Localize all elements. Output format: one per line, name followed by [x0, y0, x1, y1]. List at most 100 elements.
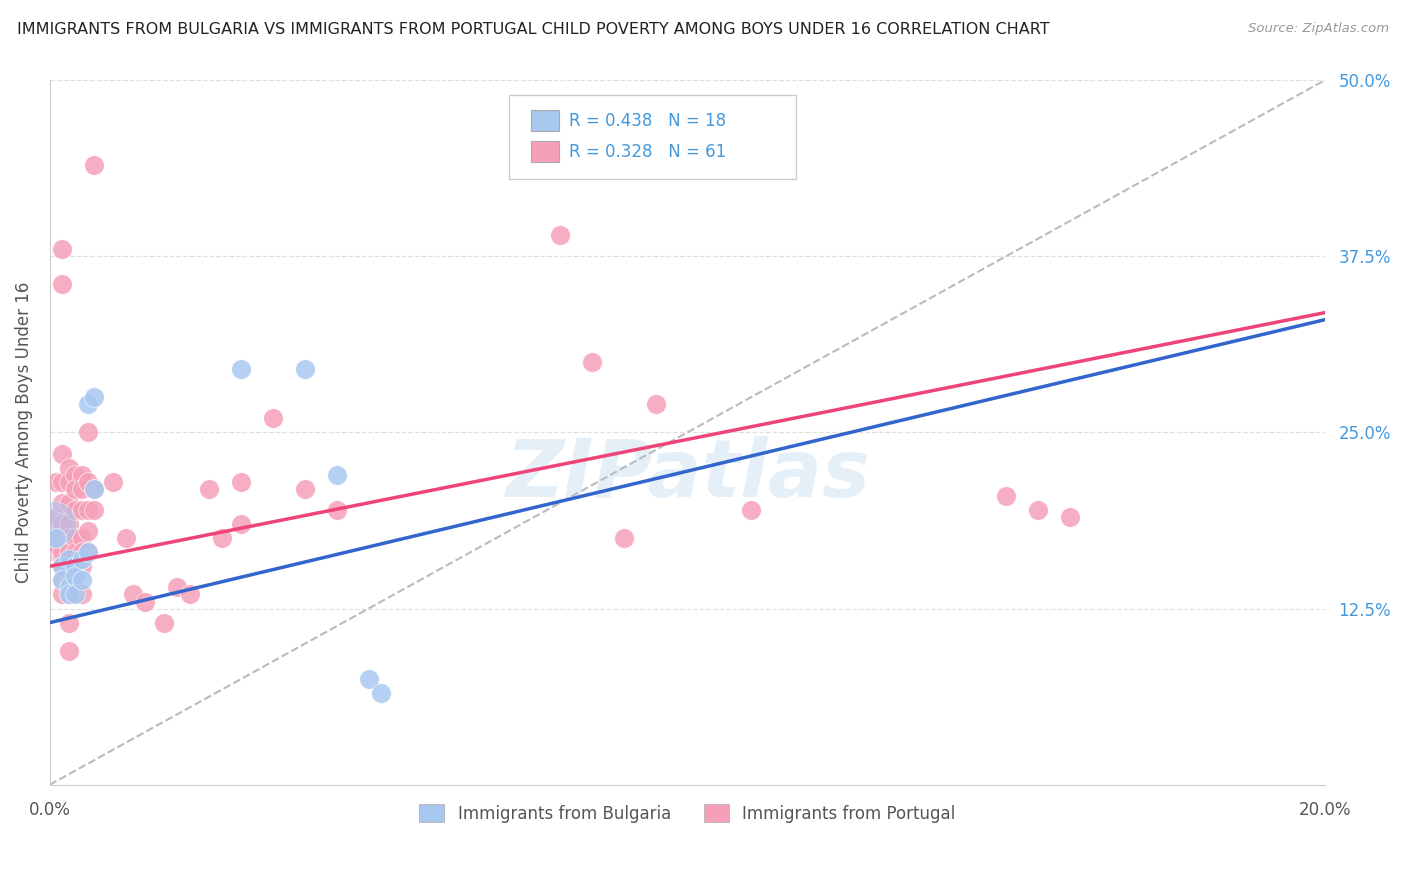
Point	[58, 475, 80, 489]
Text: IMMIGRANTS FROM BULGARIA VS IMMIGRANTS FROM PORTUGAL CHILD POVERTY AMONG BOYS UN: IMMIGRANTS FROM BULGARIA VS IMMIGRANTS F…	[17, 22, 1049, 37]
Point	[70, 545, 93, 559]
Point	[77, 545, 100, 559]
Point	[229, 475, 252, 489]
Point	[294, 362, 316, 376]
Point	[115, 531, 138, 545]
Point	[77, 503, 100, 517]
Point	[198, 482, 221, 496]
Point	[229, 516, 252, 531]
Point	[70, 531, 93, 545]
Point	[153, 615, 176, 630]
Point	[51, 559, 73, 574]
Point	[63, 559, 86, 574]
Point	[70, 482, 93, 496]
Point	[58, 574, 80, 588]
Point	[262, 411, 284, 425]
FancyBboxPatch shape	[509, 95, 796, 178]
Point	[77, 545, 100, 559]
Point	[83, 157, 105, 171]
Point	[325, 503, 347, 517]
Point	[58, 516, 80, 531]
Point	[51, 496, 73, 510]
Point	[58, 587, 80, 601]
Point	[581, 355, 603, 369]
Point	[70, 552, 93, 566]
Point	[357, 672, 380, 686]
Point	[58, 615, 80, 630]
Point	[63, 467, 86, 482]
Point	[63, 545, 86, 559]
Point	[45, 531, 67, 545]
Point	[77, 524, 100, 538]
Point	[70, 574, 93, 588]
Point	[644, 397, 666, 411]
Point	[370, 686, 392, 700]
Point	[51, 277, 73, 292]
Point	[229, 362, 252, 376]
Point	[63, 559, 86, 574]
Point	[294, 482, 316, 496]
Point	[83, 482, 105, 496]
Point	[58, 552, 80, 566]
Text: Source: ZipAtlas.com: Source: ZipAtlas.com	[1249, 22, 1389, 36]
Point	[45, 475, 67, 489]
Point	[58, 587, 80, 601]
Point	[63, 482, 86, 496]
Point	[1026, 503, 1049, 517]
Point	[42, 531, 65, 545]
Text: R = 0.438   N = 18: R = 0.438 N = 18	[569, 112, 725, 130]
Point	[58, 460, 80, 475]
Point	[45, 538, 67, 552]
Point	[166, 581, 188, 595]
Point	[121, 587, 143, 601]
Point	[1059, 510, 1081, 524]
Point	[995, 489, 1018, 503]
Point	[58, 644, 80, 658]
Point	[51, 545, 73, 559]
Point	[70, 503, 93, 517]
Point	[51, 446, 73, 460]
Point	[51, 531, 73, 545]
Point	[83, 390, 105, 404]
Point	[42, 516, 65, 531]
Point	[51, 574, 73, 588]
Point	[45, 510, 67, 524]
Point	[179, 587, 201, 601]
Point	[548, 227, 571, 242]
Point	[51, 516, 73, 531]
Point	[103, 475, 125, 489]
Point	[63, 503, 86, 517]
Legend: Immigrants from Bulgaria, Immigrants from Portugal: Immigrants from Bulgaria, Immigrants fro…	[412, 797, 962, 830]
Point	[211, 531, 233, 545]
Point	[58, 581, 80, 595]
Point	[58, 559, 80, 574]
Point	[58, 531, 80, 545]
Bar	[530, 141, 558, 162]
Point	[63, 569, 86, 583]
Point	[51, 242, 73, 256]
Point	[63, 531, 86, 545]
Point	[51, 574, 73, 588]
Point	[70, 559, 93, 574]
Point	[613, 531, 636, 545]
Point	[134, 594, 156, 608]
Point	[77, 475, 100, 489]
Point	[740, 503, 762, 517]
Point	[58, 545, 80, 559]
Point	[70, 587, 93, 601]
Point	[70, 467, 93, 482]
Text: R = 0.328   N = 61: R = 0.328 N = 61	[569, 143, 725, 161]
Point	[58, 496, 80, 510]
Point	[83, 503, 105, 517]
Point	[77, 397, 100, 411]
Point	[51, 475, 73, 489]
Point	[83, 482, 105, 496]
Point	[63, 587, 86, 601]
Point	[51, 587, 73, 601]
Y-axis label: Child Poverty Among Boys Under 16: Child Poverty Among Boys Under 16	[15, 282, 32, 583]
Point	[51, 559, 73, 574]
Point	[325, 467, 347, 482]
Point	[77, 425, 100, 440]
Text: ZIPatlas: ZIPatlas	[505, 435, 870, 514]
Bar	[530, 111, 558, 131]
